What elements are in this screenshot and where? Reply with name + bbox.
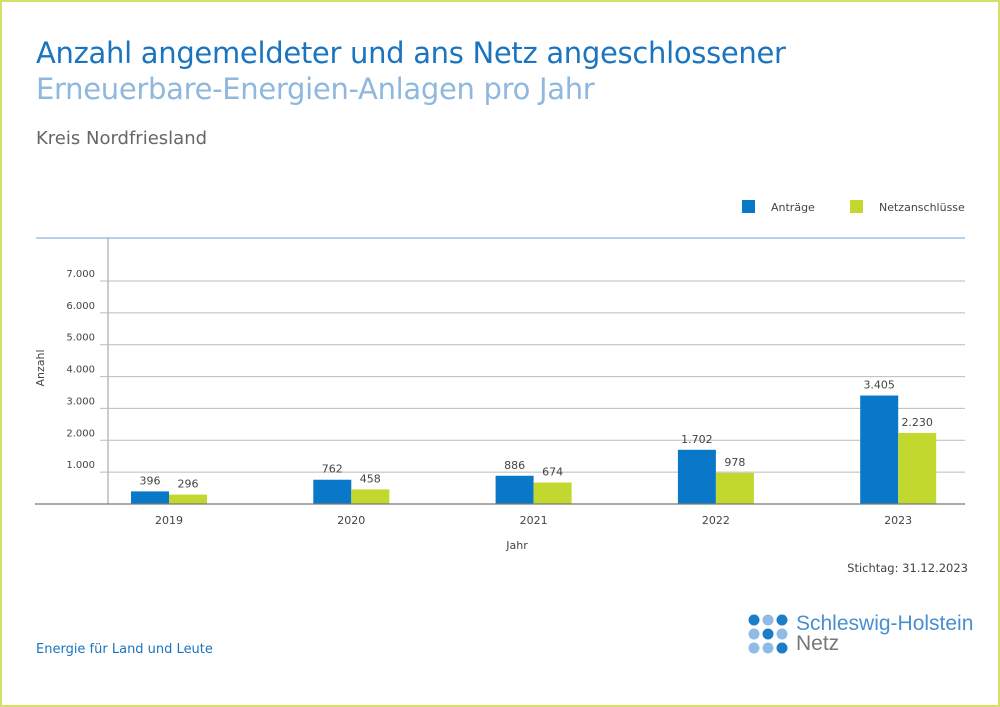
data-label: 296 [178,478,199,491]
bar-antraege [131,491,169,504]
x-tick-label: 2021 [520,514,548,527]
slogan: Energie für Land und Leute [36,642,213,657]
x-tick-label: 2023 [884,514,912,527]
y-tick-label: 6.000 [66,301,95,312]
y-tick-label: 7.000 [66,269,95,280]
legend-swatch [850,200,863,213]
logo-text-line2: Netz [796,632,840,655]
bar-netzanschluesse [351,489,390,504]
stichtag: Stichtag: 31.12.2023 [847,561,968,575]
data-label: 978 [724,456,745,469]
bar-antraege [860,395,899,504]
bar-netzanschluesse [715,472,754,504]
bar-netzanschluesse [533,482,572,504]
y-axis-label: Anzahl [34,349,47,386]
legend-swatch [742,200,755,213]
y-tick-label: 5.000 [66,333,95,344]
chart-title-line2: Erneuerbare-Energien-Anlagen pro Jahr [36,72,595,106]
logo: Schleswig-Holstein Netz [748,612,974,655]
legend-label: Anträge [771,201,815,214]
chart-title: Anzahl angemeldeter und ans Netz angesch… [36,36,786,70]
data-label: 3.405 [863,379,895,392]
legend-label: Netzanschlüsse [879,201,965,214]
logo-text-line1: Schleswig-Holstein [796,612,974,635]
y-tick-label: 2.000 [66,428,95,439]
data-label: 1.702 [681,433,713,446]
bar-antraege [313,479,352,504]
x-tick-label: 2022 [702,514,730,527]
legend: Anträge Netzanschlüsse [742,200,965,214]
y-tick-label: 1.000 [66,460,95,471]
data-label: 458 [360,472,381,485]
chart-subtitle: Kreis Nordfriesland [36,128,208,149]
bar-antraege [495,475,534,504]
data-label: 2.230 [901,416,933,429]
x-tick-label: 2019 [155,514,183,527]
x-axis-label: Jahr [505,539,528,552]
bar-netzanschluesse [898,432,937,504]
bar-antraege [677,449,716,504]
y-tick-label: 4.000 [66,365,95,376]
data-label: 762 [322,463,343,476]
logo-grid-icon [748,614,788,654]
data-label: 674 [542,466,563,479]
data-label: 886 [504,459,525,472]
bar-netzanschluesse [169,494,207,504]
data-label: 396 [140,474,161,487]
x-tick-label: 2020 [337,514,365,527]
y-tick-label: 3.000 [66,396,95,407]
